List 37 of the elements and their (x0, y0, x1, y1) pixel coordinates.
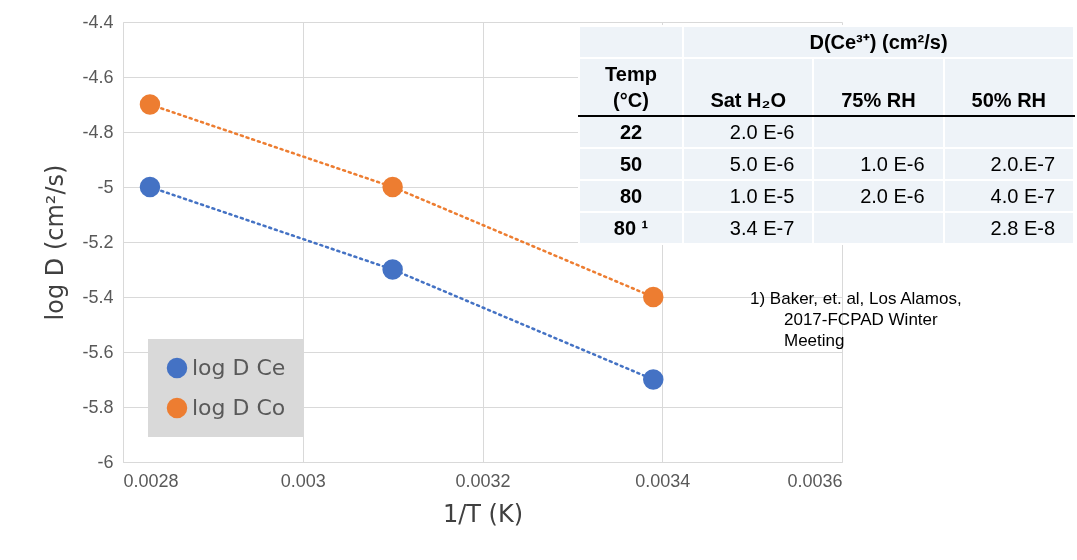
category-label: 50% RH (943, 58, 1074, 116)
legend-label: log D Co (192, 395, 286, 420)
text: 1.0 E-6 (860, 153, 925, 175)
text: 2.0 E-6 (729, 121, 795, 143)
x-axis-title: 1/T (K) (442, 499, 524, 528)
y-tick-label: -5.4 (82, 286, 114, 307)
text: 2.0.E-7 (990, 153, 1055, 175)
text: 2.8 E-8 (990, 217, 1055, 239)
y-tick-label: -5.2 (82, 231, 114, 252)
text: 5.0 E-6 (729, 153, 795, 175)
y-axis-title: log D (cm²/s) (41, 164, 70, 321)
y-tick-label: -6 (97, 451, 114, 472)
text: 3.4 E-7 (729, 217, 795, 239)
category-label: 50 (619, 153, 643, 175)
category-label: Temp (°C) (579, 58, 683, 116)
annotation: 1) Baker, et. al, Los Alamos, 2017-FCPAD Winter Meeting (750, 288, 963, 351)
y-tick-label: -5.6 (82, 341, 114, 362)
x-tick-label: 0.0028 (123, 470, 179, 491)
y-tick-label: -4.6 (82, 66, 114, 87)
y-tick-label: -5 (97, 176, 114, 197)
text: D(Ce³⁺) (cm²/s) (683, 26, 1074, 58)
text: 2.0 E-6 (860, 185, 925, 207)
y-tick-label: -5.8 (82, 396, 114, 417)
text: 1.0 E-5 (729, 185, 795, 207)
category-label: 75% RH (813, 58, 944, 116)
x-tick-label: 0.003 (280, 470, 326, 491)
y-tick-label: -4.4 (82, 11, 114, 32)
x-tick-label: 0.0032 (455, 470, 511, 491)
x-tick-label: 0.0036 (787, 470, 843, 491)
category-label: Sat H₂O (683, 58, 814, 116)
x-tick-label: 0.0034 (635, 470, 691, 491)
legend-label: log D Ce (192, 355, 286, 380)
category-label: 80 ¹ (613, 217, 649, 239)
category-label: 22 (619, 121, 643, 143)
y-tick-label: -4.8 (82, 121, 114, 142)
text: 4.0 E-7 (990, 185, 1055, 207)
category-label: 80 (619, 185, 643, 207)
